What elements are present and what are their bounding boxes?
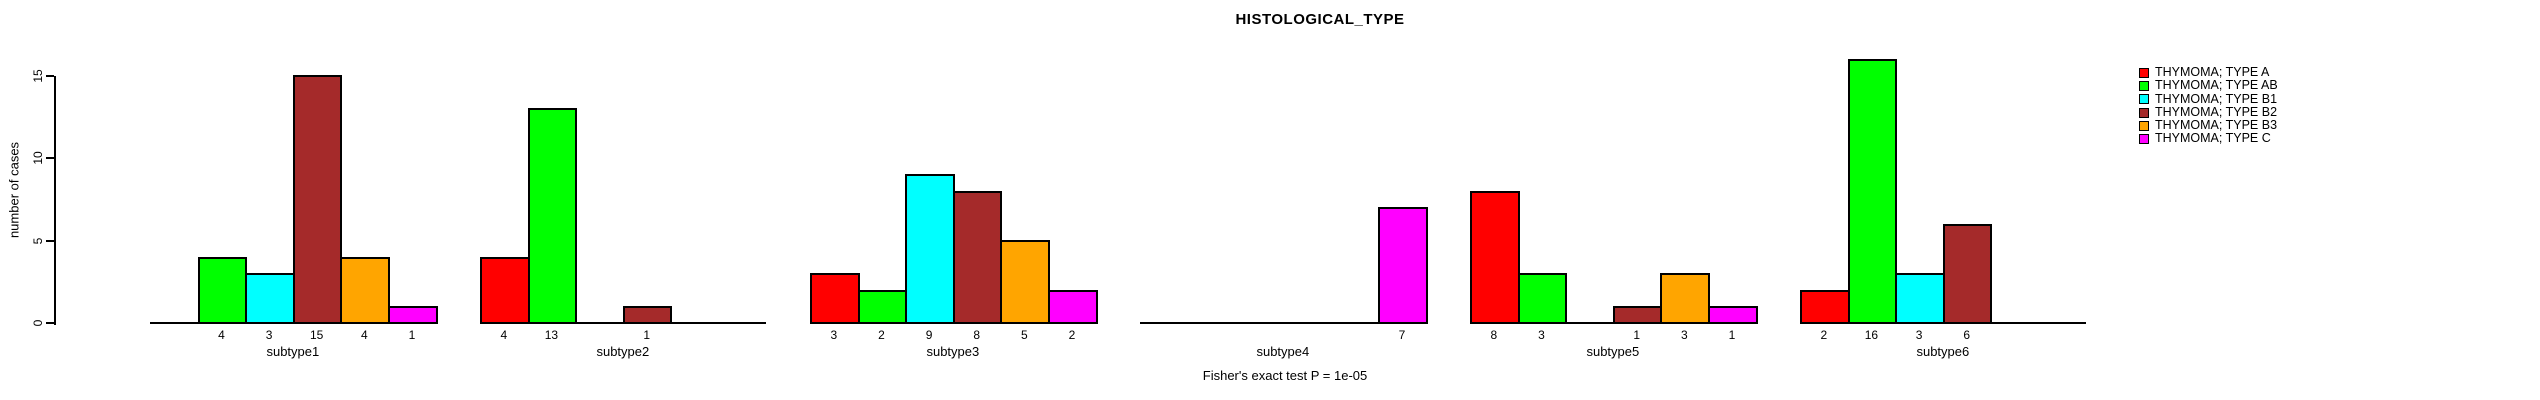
y-axis-line [54,75,56,325]
bar-subtype3-thymoma-type-c [1048,290,1098,324]
bar-subtype5-thymoma-type-c [1708,306,1758,324]
bar-value-label: 1 [643,328,650,342]
bar-subtype2-thymoma-type-ab [528,108,577,324]
legend-swatch-icon [2139,134,2149,145]
bar-value-label: 3 [265,328,273,342]
y-tick [46,239,54,242]
bar-value-label: 4 [218,328,225,342]
bar-value-label: 3 [1538,328,1545,342]
legend-swatch-icon [2139,67,2149,78]
bar-value-label: 2 [1068,328,1076,342]
y-tick-label: 5 [31,237,45,244]
bar-value-label: 1 [408,328,416,342]
bar-subtype5-thymoma-type-b3 [1660,273,1710,324]
bar-value-label: 3 [830,328,838,342]
bar-subtype6-thymoma-type-b1 [1895,273,1945,324]
bar-value-label: 5 [1020,328,1028,342]
bar-subtype2-thymoma-type-b2 [623,306,672,324]
bar-value-label: 4 [360,328,368,342]
y-tick [46,322,54,324]
bar-subtype1-thymoma-type-b2 [293,75,342,324]
bar-subtype3-thymoma-type-ab [858,290,907,324]
bar-value-label: 15 [309,328,324,342]
bar-value-label: 4 [500,328,508,342]
legend-item: THYMOMA; TYPE C [2139,132,2278,145]
bar-value-label: 3 [1915,328,1923,342]
category-label-subtype3: subtype3 [926,344,980,359]
x-axis-segment [480,322,766,324]
bar-value-label: 1 [1633,328,1640,342]
legend-swatch-icon [2139,94,2149,105]
bar-subtype1-thymoma-type-c [388,306,438,324]
category-label-subtype5: subtype5 [1586,344,1640,359]
bar-subtype3-thymoma-type-b1 [905,174,955,324]
bar-value-label: 8 [973,328,980,342]
legend-item-label: THYMOMA; TYPE A [2155,65,2270,79]
x-axis-segment [1470,322,1756,324]
bar-value-label: 6 [1963,328,1970,342]
legend-item-label: THYMOMA; TYPE AB [2155,78,2278,93]
bar-value-label: 1 [1728,328,1736,342]
bar-subtype2-thymoma-type-a [480,257,530,324]
legend-swatch-icon [2139,107,2149,118]
bar-value-label: 16 [1864,328,1879,342]
legend-item-label: THYMOMA; TYPE B2 [2155,104,2278,119]
legend-item-label: THYMOMA; TYPE B3 [2155,118,2278,133]
legend-swatch-icon [2139,120,2149,131]
bar-subtype5-thymoma-type-ab [1518,273,1567,324]
y-tick-label: 15 [31,68,45,83]
category-label-subtype4: subtype4 [1256,344,1310,359]
bar-subtype6-thymoma-type-b2 [1943,224,1992,324]
bar-value-label: 13 [544,328,559,342]
bar-value-label: 8 [1490,328,1498,342]
bar-subtype6-thymoma-type-a [1800,290,1850,324]
bar-subtype3-thymoma-type-b2 [953,191,1002,324]
y-tick [46,157,54,159]
legend: THYMOMA; TYPE A THYMOMA; TYPE AB THYMOMA; … [2139,65,2278,146]
bar-subtype3-thymoma-type-b3 [1000,240,1050,324]
y-axis-label: number of cases [6,141,22,239]
bar-subtype5-thymoma-type-b2 [1613,306,1662,324]
legend-item-label: THYMOMA; TYPE B1 [2155,91,2278,106]
legend-item: THYMOMA; TYPE A [2139,65,2278,79]
legend-item: THYMOMA; TYPE B3 [2139,118,2278,133]
bar-value-label: 2 [878,328,885,342]
bar-subtype1-thymoma-type-b1 [245,273,295,324]
legend-item: THYMOMA; TYPE B1 [2139,91,2278,106]
legend-item-label: THYMOMA; TYPE C [2155,131,2271,146]
bar-value-label: 9 [925,328,933,342]
legend-swatch-icon [2139,80,2149,91]
bar-subtype1-thymoma-type-b3 [340,257,390,324]
chart-title: HISTOLOGICAL_TYPE [1235,11,1405,28]
category-label-subtype2: subtype2 [596,344,650,359]
bar-value-label: 7 [1398,328,1406,342]
x-axis-segment [1140,322,1426,324]
bar-subtype5-thymoma-type-a [1470,191,1520,324]
footnote-text: Fisher's exact test P = 1e-05 [1202,368,1368,383]
bar-subtype1-thymoma-type-ab [198,257,247,324]
y-tick [46,74,54,77]
bar-subtype3-thymoma-type-a [810,273,860,324]
legend-item: THYMOMA; TYPE AB [2139,78,2278,93]
y-tick-label: 0 [31,319,45,327]
y-tick-label: 10 [31,151,45,165]
category-label-subtype1: subtype1 [266,344,320,359]
bar-subtype6-thymoma-type-ab [1848,59,1897,324]
legend-item: THYMOMA; TYPE B2 [2139,104,2278,119]
bar-value-label: 2 [1820,328,1828,342]
bar-value-label: 3 [1680,328,1688,342]
category-label-subtype6: subtype6 [1916,344,1970,359]
bar-subtype4-thymoma-type-c [1378,207,1428,324]
